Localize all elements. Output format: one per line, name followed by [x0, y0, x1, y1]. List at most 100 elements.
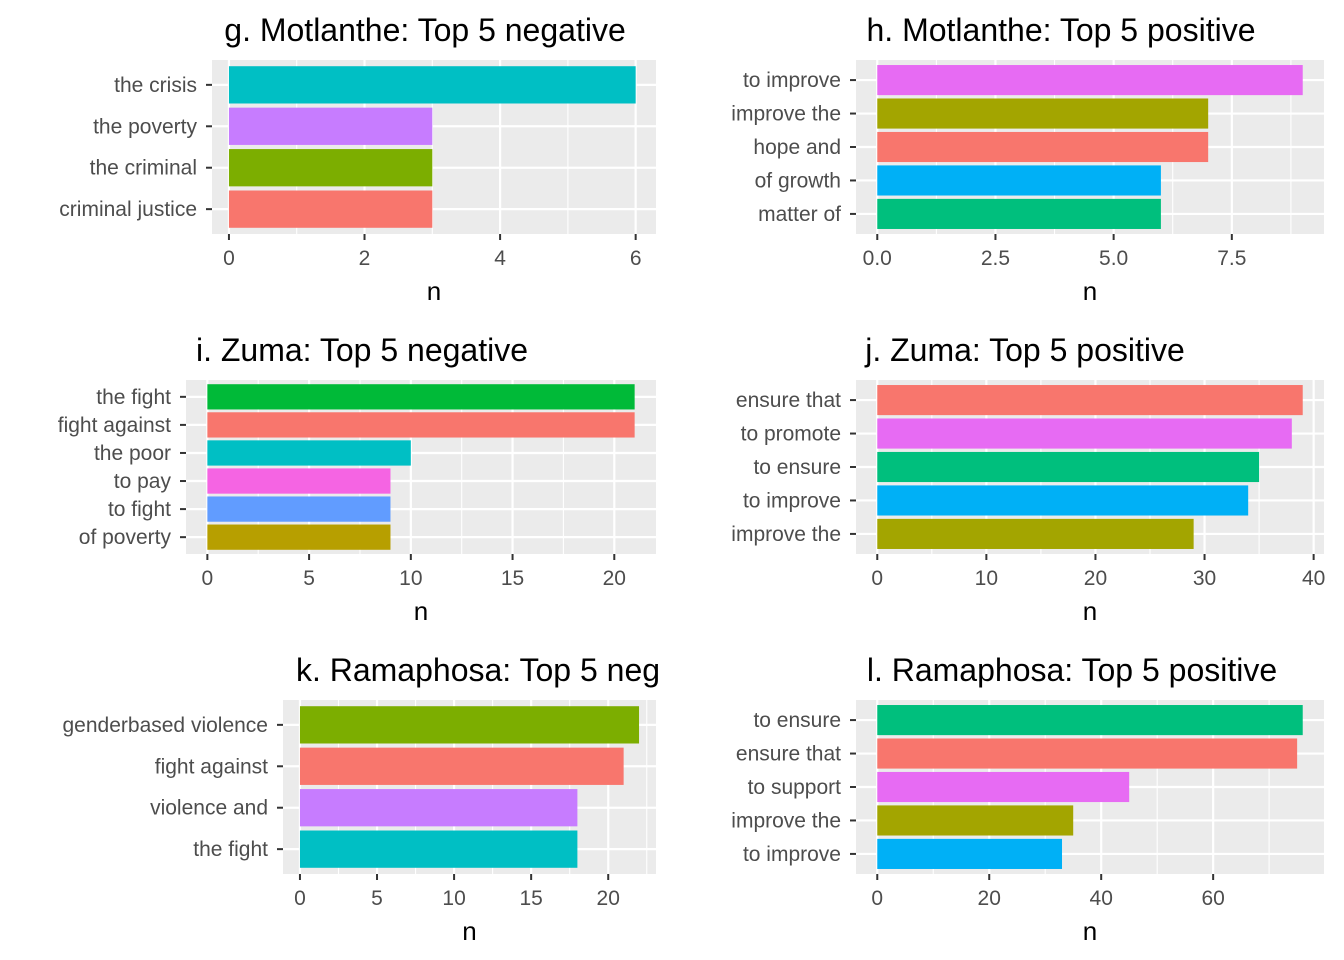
x-tick-label: 7.5: [1217, 247, 1246, 270]
bar: [228, 66, 636, 104]
x-tick-label: 0.0: [863, 247, 892, 270]
bar: [877, 198, 1161, 229]
x-tick-label: 5: [303, 567, 315, 590]
category-label: to ensure: [753, 709, 841, 732]
bar: [877, 705, 1303, 736]
category-label: of poverty: [79, 526, 172, 549]
x-tick-label: 0: [202, 567, 214, 590]
x-tick-label: 2.5: [981, 247, 1010, 270]
x-tick-label: 10: [975, 567, 998, 590]
x-tick-label: 5: [371, 887, 383, 910]
bar: [228, 190, 433, 228]
category-label: fight against: [58, 414, 171, 437]
chart-panel: l. Ramaphosa: Top 5 positive to ensure ens…: [731, 652, 1324, 946]
x-tick-label: 10: [399, 567, 422, 590]
x-axis-label: n: [1083, 596, 1097, 626]
category-label: the criminal: [90, 157, 197, 180]
category-label: the crisis: [114, 74, 197, 97]
x-tick-label: 15: [519, 887, 542, 910]
category-label: matter of: [758, 203, 841, 226]
category-label: ensure that: [736, 389, 841, 412]
category-label: ensure that: [736, 743, 841, 766]
bar: [877, 165, 1161, 196]
x-tick-label: 60: [1201, 887, 1224, 910]
category-label: to promote: [741, 423, 841, 446]
bar: [207, 524, 391, 550]
category-label: of growth: [755, 169, 841, 192]
x-tick-label: 2: [359, 247, 371, 270]
chart-title: l. Ramaphosa: Top 5 positive: [867, 652, 1277, 688]
category-label: improve the: [731, 523, 841, 546]
x-tick-label: 0: [871, 567, 883, 590]
category-label: to ensure: [753, 456, 841, 479]
bar: [299, 747, 624, 785]
category-label: the poverty: [93, 115, 197, 138]
bar: [877, 65, 1303, 96]
x-tick-label: 4: [494, 247, 506, 270]
x-tick-label: 20: [978, 887, 1001, 910]
category-label: criminal justice: [59, 198, 197, 221]
x-tick-label: 20: [603, 567, 626, 590]
x-tick-label: 40: [1302, 567, 1325, 590]
bar: [877, 771, 1130, 803]
bar: [207, 496, 391, 522]
x-tick-label: 6: [630, 247, 642, 270]
x-tick-label: 10: [442, 887, 465, 910]
bar: [877, 385, 1303, 416]
bar: [207, 440, 411, 466]
category-label: hope and: [753, 136, 841, 159]
chart-panel: j. Zuma: Top 5 positive ensure that to pro…: [731, 332, 1325, 626]
x-axis-label: n: [427, 276, 441, 306]
category-label: to support: [748, 776, 842, 799]
category-label: the fight: [96, 386, 171, 409]
category-label: to improve: [743, 69, 841, 92]
chart-panel: g. Motlanthe: Top 5 negative the crisis th…: [59, 12, 656, 306]
category-label: genderbased violence: [63, 714, 269, 737]
x-tick-label: 20: [1084, 567, 1107, 590]
x-tick-label: 40: [1090, 887, 1113, 910]
bar: [877, 98, 1209, 129]
x-tick-label: 20: [597, 887, 620, 910]
x-tick-label: 0: [294, 887, 306, 910]
chart-title: h. Motlanthe: Top 5 positive: [867, 12, 1256, 48]
chart-panel: i. Zuma: Top 5 negative the fight fight ag…: [58, 332, 656, 626]
bar: [228, 149, 433, 187]
chart-title: g. Motlanthe: Top 5 negative: [224, 12, 625, 48]
bar: [228, 107, 433, 145]
category-label: violence and: [150, 797, 268, 820]
bar: [207, 384, 635, 410]
category-label: improve the: [731, 103, 841, 126]
category-label: to improve: [743, 843, 841, 866]
bar: [207, 412, 635, 438]
bar: [877, 838, 1063, 869]
bar: [299, 706, 640, 744]
x-tick-label: 15: [501, 567, 524, 590]
bar: [877, 131, 1209, 163]
chart-title: j. Zuma: Top 5 positive: [864, 332, 1185, 368]
x-tick-label: 5.0: [1099, 247, 1128, 270]
x-axis-label: n: [1083, 916, 1097, 946]
bar: [877, 518, 1194, 549]
bar: [877, 805, 1074, 836]
chart-panel: h. Motlanthe: Top 5 positive to improve im…: [731, 12, 1324, 306]
bar: [877, 738, 1298, 769]
x-axis-label: n: [414, 596, 428, 626]
x-tick-label: 30: [1193, 567, 1216, 590]
category-label: to improve: [743, 489, 841, 512]
category-label: fight against: [155, 755, 268, 778]
chart-title: k. Ramaphosa: Top 5 neg: [296, 652, 660, 688]
chart-title: i. Zuma: Top 5 negative: [196, 332, 528, 368]
chart-panel: k. Ramaphosa: Top 5 neg genderbased viole…: [63, 652, 661, 946]
category-label: improve the: [731, 809, 841, 832]
bar: [299, 789, 578, 827]
x-axis-label: n: [462, 916, 476, 946]
bar: [877, 418, 1292, 449]
category-label: the poor: [94, 442, 171, 465]
category-label: to pay: [114, 470, 172, 493]
x-axis-label: n: [1083, 276, 1097, 306]
bar: [207, 468, 391, 494]
category-label: the fight: [193, 838, 268, 861]
bar: [299, 830, 578, 868]
x-tick-label: 0: [223, 247, 235, 270]
